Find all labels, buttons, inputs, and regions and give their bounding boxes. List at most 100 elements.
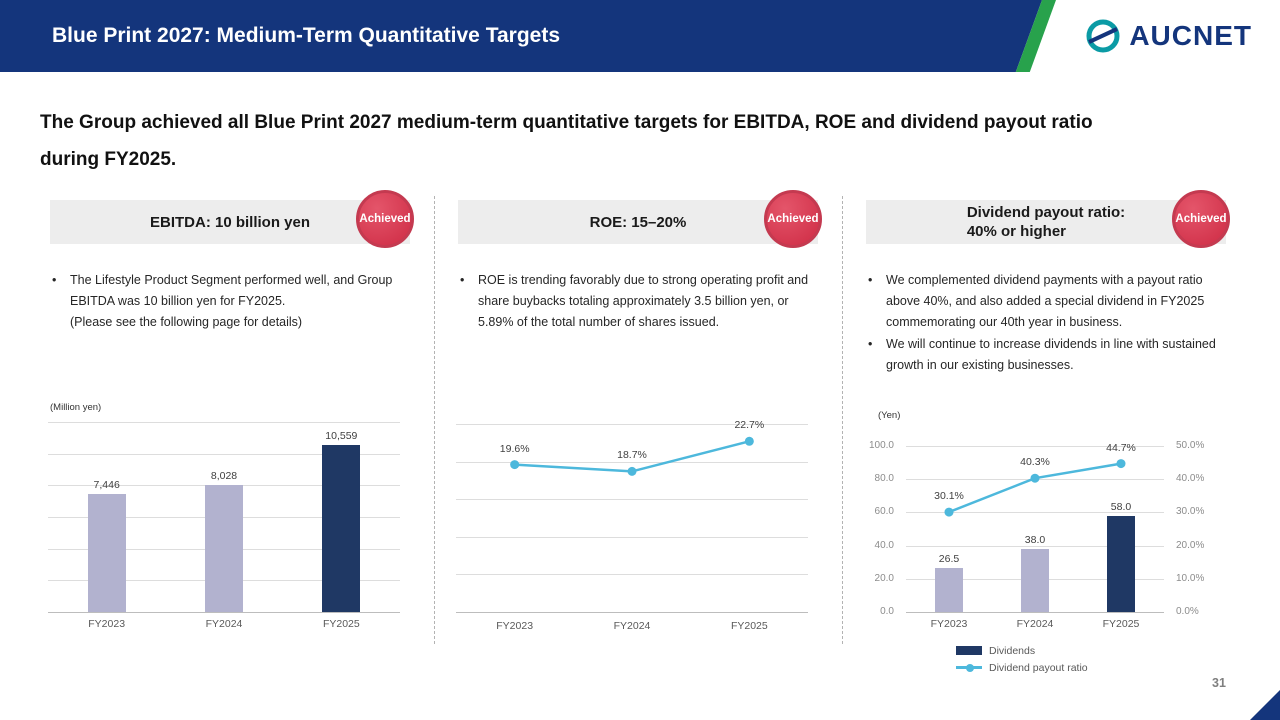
column-divider — [434, 196, 435, 644]
bar-value-label: 7,446 — [93, 479, 120, 492]
intro-text: The Group achieved all Blue Print 2027 m… — [40, 112, 1093, 170]
x-axis-label: FY2024 — [205, 618, 243, 630]
roe-column: ROE: 15–20% Achieved • ROE is trending fa… — [448, 190, 833, 682]
y-axis-tick-left: 40.0 — [874, 539, 894, 551]
ebitda-chart-plot: 7,446 8,028 10,559 — [48, 422, 400, 613]
achieved-badge-label: Achieved — [767, 213, 819, 225]
bar-FY2024 — [205, 484, 243, 612]
bar-value-label: 10,559 — [325, 429, 358, 442]
aucnet-logo: AUCNET — [1083, 16, 1252, 56]
bar-value-label: 38.0 — [1024, 533, 1046, 546]
bullet-text: We complemented dividend payments with a… — [886, 273, 1205, 329]
gridline — [456, 536, 808, 538]
gridline — [456, 424, 808, 425]
y-axis-tick-left: 60.0 — [874, 506, 894, 518]
y-axis-tick-right: 20.0% — [1176, 539, 1205, 551]
bar-value-label: 26.5 — [938, 553, 960, 565]
gridline — [906, 446, 1164, 447]
roe-bullets: • ROE is trending favorably due to strong… — [456, 270, 822, 334]
gridline — [456, 612, 808, 613]
x-axis-label: FY2024 — [613, 620, 651, 632]
achieved-badge: Achieved — [764, 190, 822, 248]
gridline — [456, 461, 808, 463]
dividends-swatch — [956, 646, 982, 655]
line-value-label: 40.3% — [1020, 456, 1050, 469]
dividend-chart-left-axis: 0.0 20.0 40.0 60.0 80.0 100.0 — [856, 440, 900, 617]
bullet-text: The Lifestyle Product Segment performed … — [70, 273, 393, 329]
dividend-chart-right-axis: 0.0% 10.0% 20.0% 30.0% 40.0% 50.0% — [1170, 440, 1230, 617]
y-axis-tick-left: 0.0 — [880, 606, 894, 617]
gridline — [48, 453, 400, 455]
line-value-label: 18.7% — [617, 449, 647, 462]
gridline — [456, 499, 808, 501]
ebitda-chart-xlabels: FY2023 FY2024 FY2025 — [48, 618, 400, 634]
y-axis-tick-right: 10.0% — [1176, 572, 1205, 584]
y-axis-tick-right: 30.0% — [1176, 506, 1205, 518]
achieved-badge-label: Achieved — [359, 213, 411, 225]
bar-FY2025 — [322, 444, 361, 612]
bar-value-label: 8,028 — [210, 469, 238, 482]
y-axis-tick-right: 50.0% — [1176, 440, 1205, 451]
bar-FY2025 — [1107, 515, 1135, 612]
bullet-item: • The Lifestyle Product Segment performed… — [48, 270, 414, 333]
y-axis-tick-left: 20.0 — [874, 572, 894, 584]
ebitda-title: EBITDA: 10 billion yen — [149, 213, 311, 231]
bullet-item: • ROE is trending favorably due to strong… — [456, 270, 822, 333]
ebitda-bullets: • The Lifestyle Product Segment performed… — [48, 270, 414, 334]
dividend-chart-unit-label: (Yen) — [878, 410, 901, 421]
legend-item-dividends: Dividends — [956, 642, 1196, 659]
column-divider — [842, 196, 843, 644]
bullet-item: • We will continue to increase dividends … — [864, 334, 1230, 376]
dividend-chart-legend: Dividends Dividend payout ratio — [956, 642, 1196, 676]
y-axis-tick-right: 40.0% — [1176, 473, 1205, 485]
x-axis-label: FY2024 — [1016, 618, 1054, 630]
gridline — [906, 612, 1164, 613]
dividend-chart-plot: 26.5 38.0 58.0 30.1% 40.3% 44.7% — [906, 442, 1164, 613]
roe-chart-plot: 19.6% 18.7% 22.7% — [456, 419, 808, 613]
bullet-text: ROE is trending favorably due to strong … — [478, 273, 809, 329]
achieved-badge: Achieved — [356, 190, 414, 248]
roe-chart-xlabels: FY2023 FY2024 FY2025 — [456, 620, 808, 636]
legend-label: Dividends — [989, 644, 1036, 657]
roe-title: ROE: 15–20% — [589, 213, 687, 231]
gridline — [456, 574, 808, 576]
dividend-header-bar: Dividend payout ratio: 40% or higher — [866, 200, 1226, 244]
bullet-dot: • — [868, 273, 873, 287]
achieved-badge: Achieved — [1172, 190, 1230, 248]
header: Blue Print 2027: Medium-Term Quantitativ… — [0, 0, 1280, 72]
bar-value-label: 58.0 — [1110, 500, 1132, 513]
payout-ratio-swatch — [956, 663, 982, 672]
gridline — [906, 512, 1164, 514]
y-axis-tick-left: 100.0 — [868, 440, 894, 451]
gridline — [906, 545, 1164, 547]
bullet-item: • We complemented dividend payments with … — [864, 270, 1230, 333]
aucnet-logo-text: AUCNET — [1129, 20, 1252, 51]
roe-chart: 19.6% 18.7% 22.7% FY2023 FY2024 FY2025 — [456, 419, 808, 646]
line-value-label: 19.6% — [499, 442, 530, 455]
page-title: Blue Print 2027: Medium-Term Quantitativ… — [52, 24, 560, 47]
dividend-chart-xlabels: FY2023 FY2024 FY2025 — [906, 618, 1164, 634]
line-value-label: 22.7% — [734, 419, 765, 432]
dividend-chart: (Yen) 0.0 20.0 40.0 60.0 80.0 100.0 26.5 38.0 5… — [856, 408, 1241, 636]
x-axis-label: FY2025 — [322, 618, 360, 630]
legend-label: Dividend payout ratio — [989, 661, 1088, 674]
line-series — [510, 436, 754, 476]
x-axis-label: FY2025 — [1102, 618, 1140, 630]
legend-item-payout-ratio: Dividend payout ratio — [956, 659, 1196, 676]
bar-FY2024 — [1021, 548, 1049, 612]
dividend-column: Dividend payout ratio: 40% or higher Ach… — [856, 190, 1241, 682]
page-number: 31 — [1212, 676, 1226, 690]
line-value-label: 44.7% — [1106, 441, 1136, 454]
line-value-label: 30.1% — [934, 490, 964, 503]
y-axis-tick-left: 80.0 — [874, 473, 894, 485]
x-axis-label: FY2025 — [730, 620, 768, 632]
gridline — [48, 422, 400, 423]
ebitda-header-bar: EBITDA: 10 billion yen — [50, 200, 410, 244]
bullet-dot: • — [868, 337, 873, 351]
bar-FY2023 — [935, 568, 963, 612]
line-series — [944, 459, 1126, 517]
bullet-text: We will continue to increase dividends i… — [886, 337, 1216, 372]
ebitda-chart: (Million yen) 7,446 8,028 10,559 FY2023 FY2… — [48, 396, 400, 646]
ebitda-column: EBITDA: 10 billion yen Achieved • The Lif… — [40, 190, 425, 682]
